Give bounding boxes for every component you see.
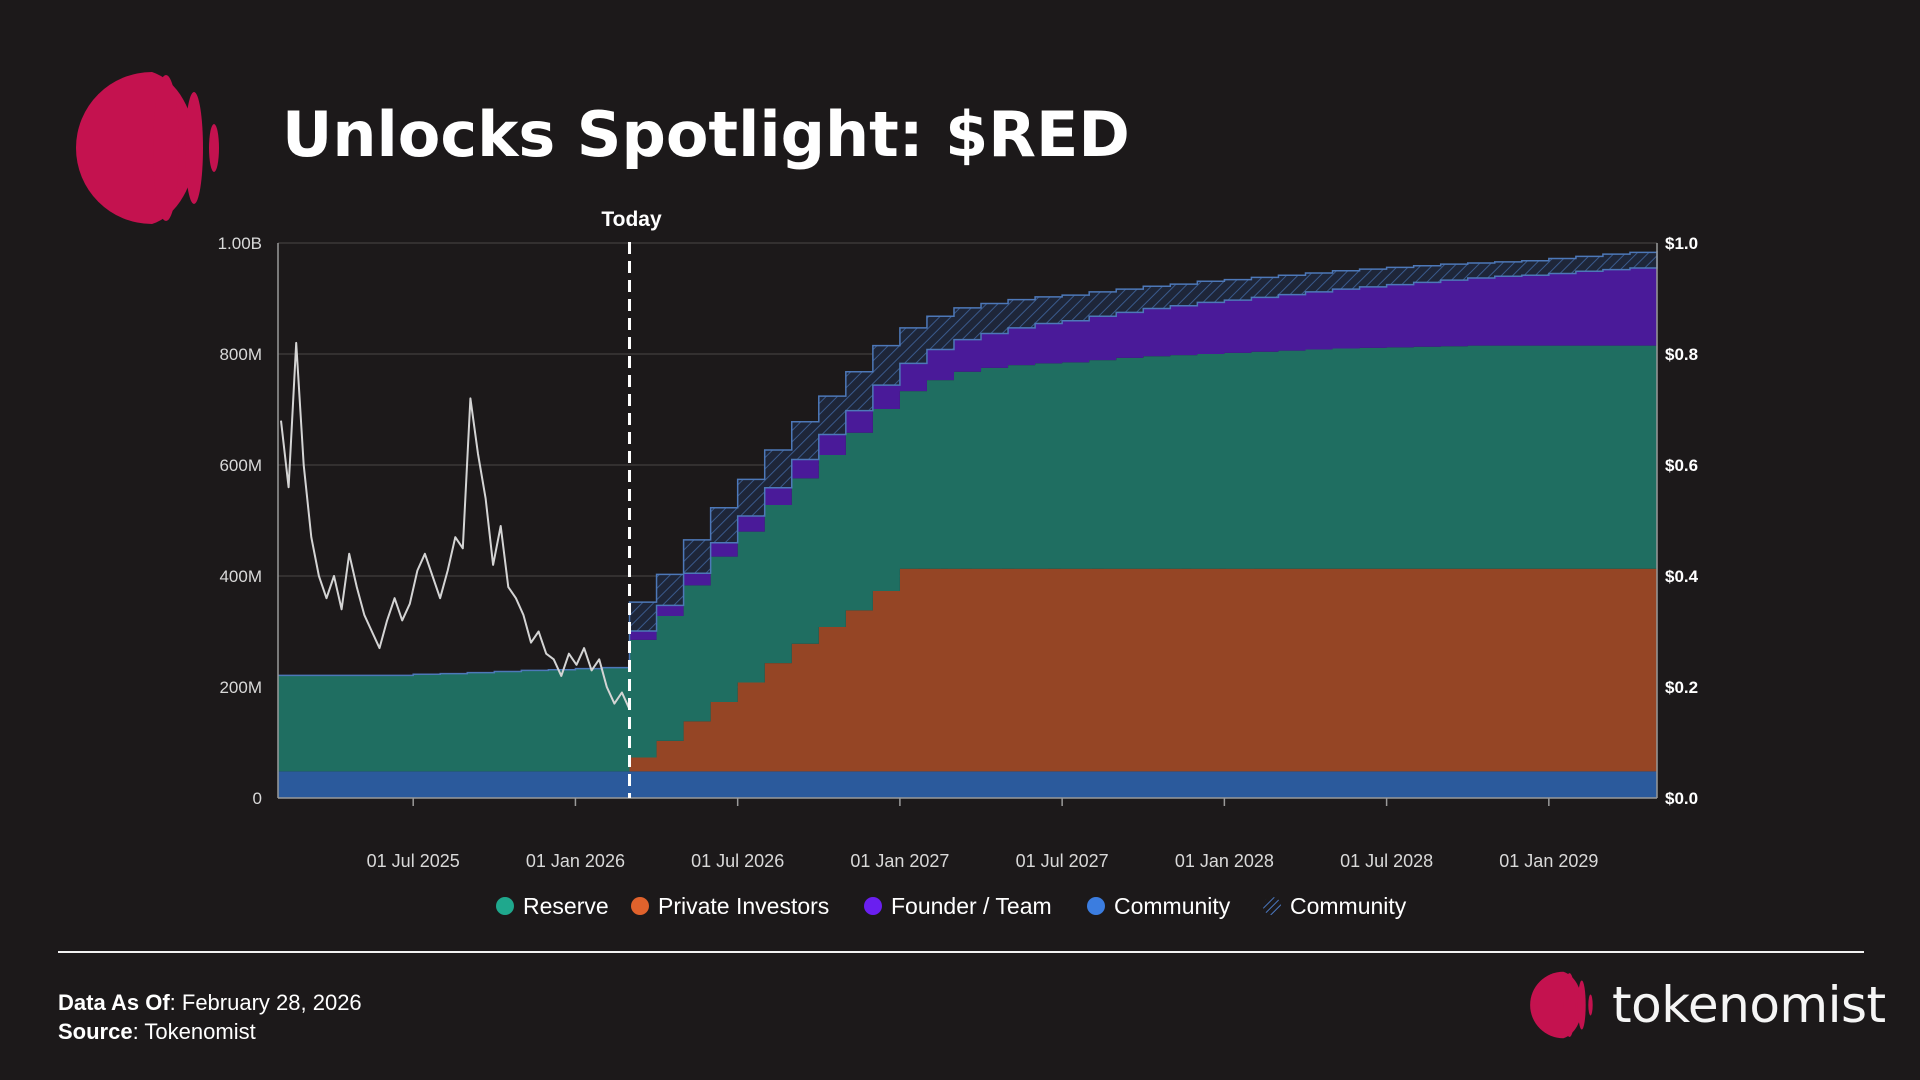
source-label: Source bbox=[58, 1019, 133, 1044]
footer-divider bbox=[58, 951, 1864, 953]
legend-label: Community bbox=[1290, 893, 1407, 919]
x-tick-label: 01 Jan 2026 bbox=[526, 851, 625, 871]
red-logo-icon bbox=[76, 72, 219, 224]
legend-item-reserve: Reserve bbox=[496, 893, 609, 919]
legend-dot bbox=[864, 897, 882, 915]
legend-dot bbox=[631, 897, 649, 915]
legend-item-private_investors: Private Investors bbox=[631, 893, 829, 919]
legend-label: Reserve bbox=[523, 893, 609, 919]
y-left-tick-label: 200M bbox=[219, 678, 262, 697]
source: Source: Tokenomist bbox=[58, 1019, 256, 1045]
tokenomist-logo-icon bbox=[1530, 971, 1593, 1039]
y-right-tick-label: $0.2 bbox=[1665, 678, 1698, 697]
x-tick-label: 01 Jan 2028 bbox=[1175, 851, 1274, 871]
source-value: : Tokenomist bbox=[132, 1019, 256, 1044]
y-left-tick-label: 600M bbox=[219, 456, 262, 475]
x-tick-label: 01 Jul 2027 bbox=[1016, 851, 1109, 871]
tokenomist-brand: tokenomist bbox=[1524, 970, 1886, 1040]
legend-dot bbox=[496, 897, 514, 915]
area-private_investors-series bbox=[278, 568, 1657, 772]
legend-item-community_hatch: Community bbox=[1263, 893, 1407, 919]
y-right-tick-label: $1.0 bbox=[1665, 234, 1698, 253]
brand-name: tokenomist bbox=[1612, 976, 1886, 1034]
x-tick-label: 01 Jan 2027 bbox=[850, 851, 949, 871]
y-left-tick-label: 1.00B bbox=[218, 234, 262, 253]
legend-hatch-swatch bbox=[1263, 897, 1281, 915]
y-right-tick-label: $0.0 bbox=[1665, 789, 1698, 808]
y-left-tick-label: 800M bbox=[219, 345, 262, 364]
data-as-of-label: Data As Of bbox=[58, 990, 170, 1015]
y-right-tick-label: $0.8 bbox=[1665, 345, 1698, 364]
page-title: Unlocks Spotlight: $RED bbox=[282, 98, 1130, 171]
y-right-tick-label: $0.4 bbox=[1665, 567, 1699, 586]
x-tick-label: 01 Jul 2026 bbox=[691, 851, 784, 871]
today-label: Today bbox=[601, 208, 662, 231]
price-line bbox=[280, 341, 631, 710]
y-left-tick-label: 0 bbox=[253, 789, 262, 808]
area-community-series bbox=[278, 771, 1657, 798]
legend-label: Private Investors bbox=[658, 893, 829, 919]
legend-item-community: Community bbox=[1087, 893, 1231, 919]
x-tick-label: 01 Jan 2029 bbox=[1499, 851, 1598, 871]
y-right-tick-label: $0.6 bbox=[1665, 456, 1698, 475]
legend-label: Community bbox=[1114, 893, 1231, 919]
legend-label: Founder / Team bbox=[891, 893, 1052, 919]
data-as-of: Data As Of: February 28, 2026 bbox=[58, 990, 362, 1016]
y-left-tick-label: 400M bbox=[219, 567, 262, 586]
data-as-of-value: : February 28, 2026 bbox=[169, 990, 362, 1015]
area-founder_team-series bbox=[278, 266, 1657, 676]
x-tick-label: 01 Jul 2028 bbox=[1340, 851, 1433, 871]
legend-item-founder_team: Founder / Team bbox=[864, 893, 1052, 919]
area-reserve-series bbox=[278, 345, 1657, 772]
x-tick-label: 01 Jul 2025 bbox=[367, 851, 460, 871]
legend-dot bbox=[1087, 897, 1105, 915]
